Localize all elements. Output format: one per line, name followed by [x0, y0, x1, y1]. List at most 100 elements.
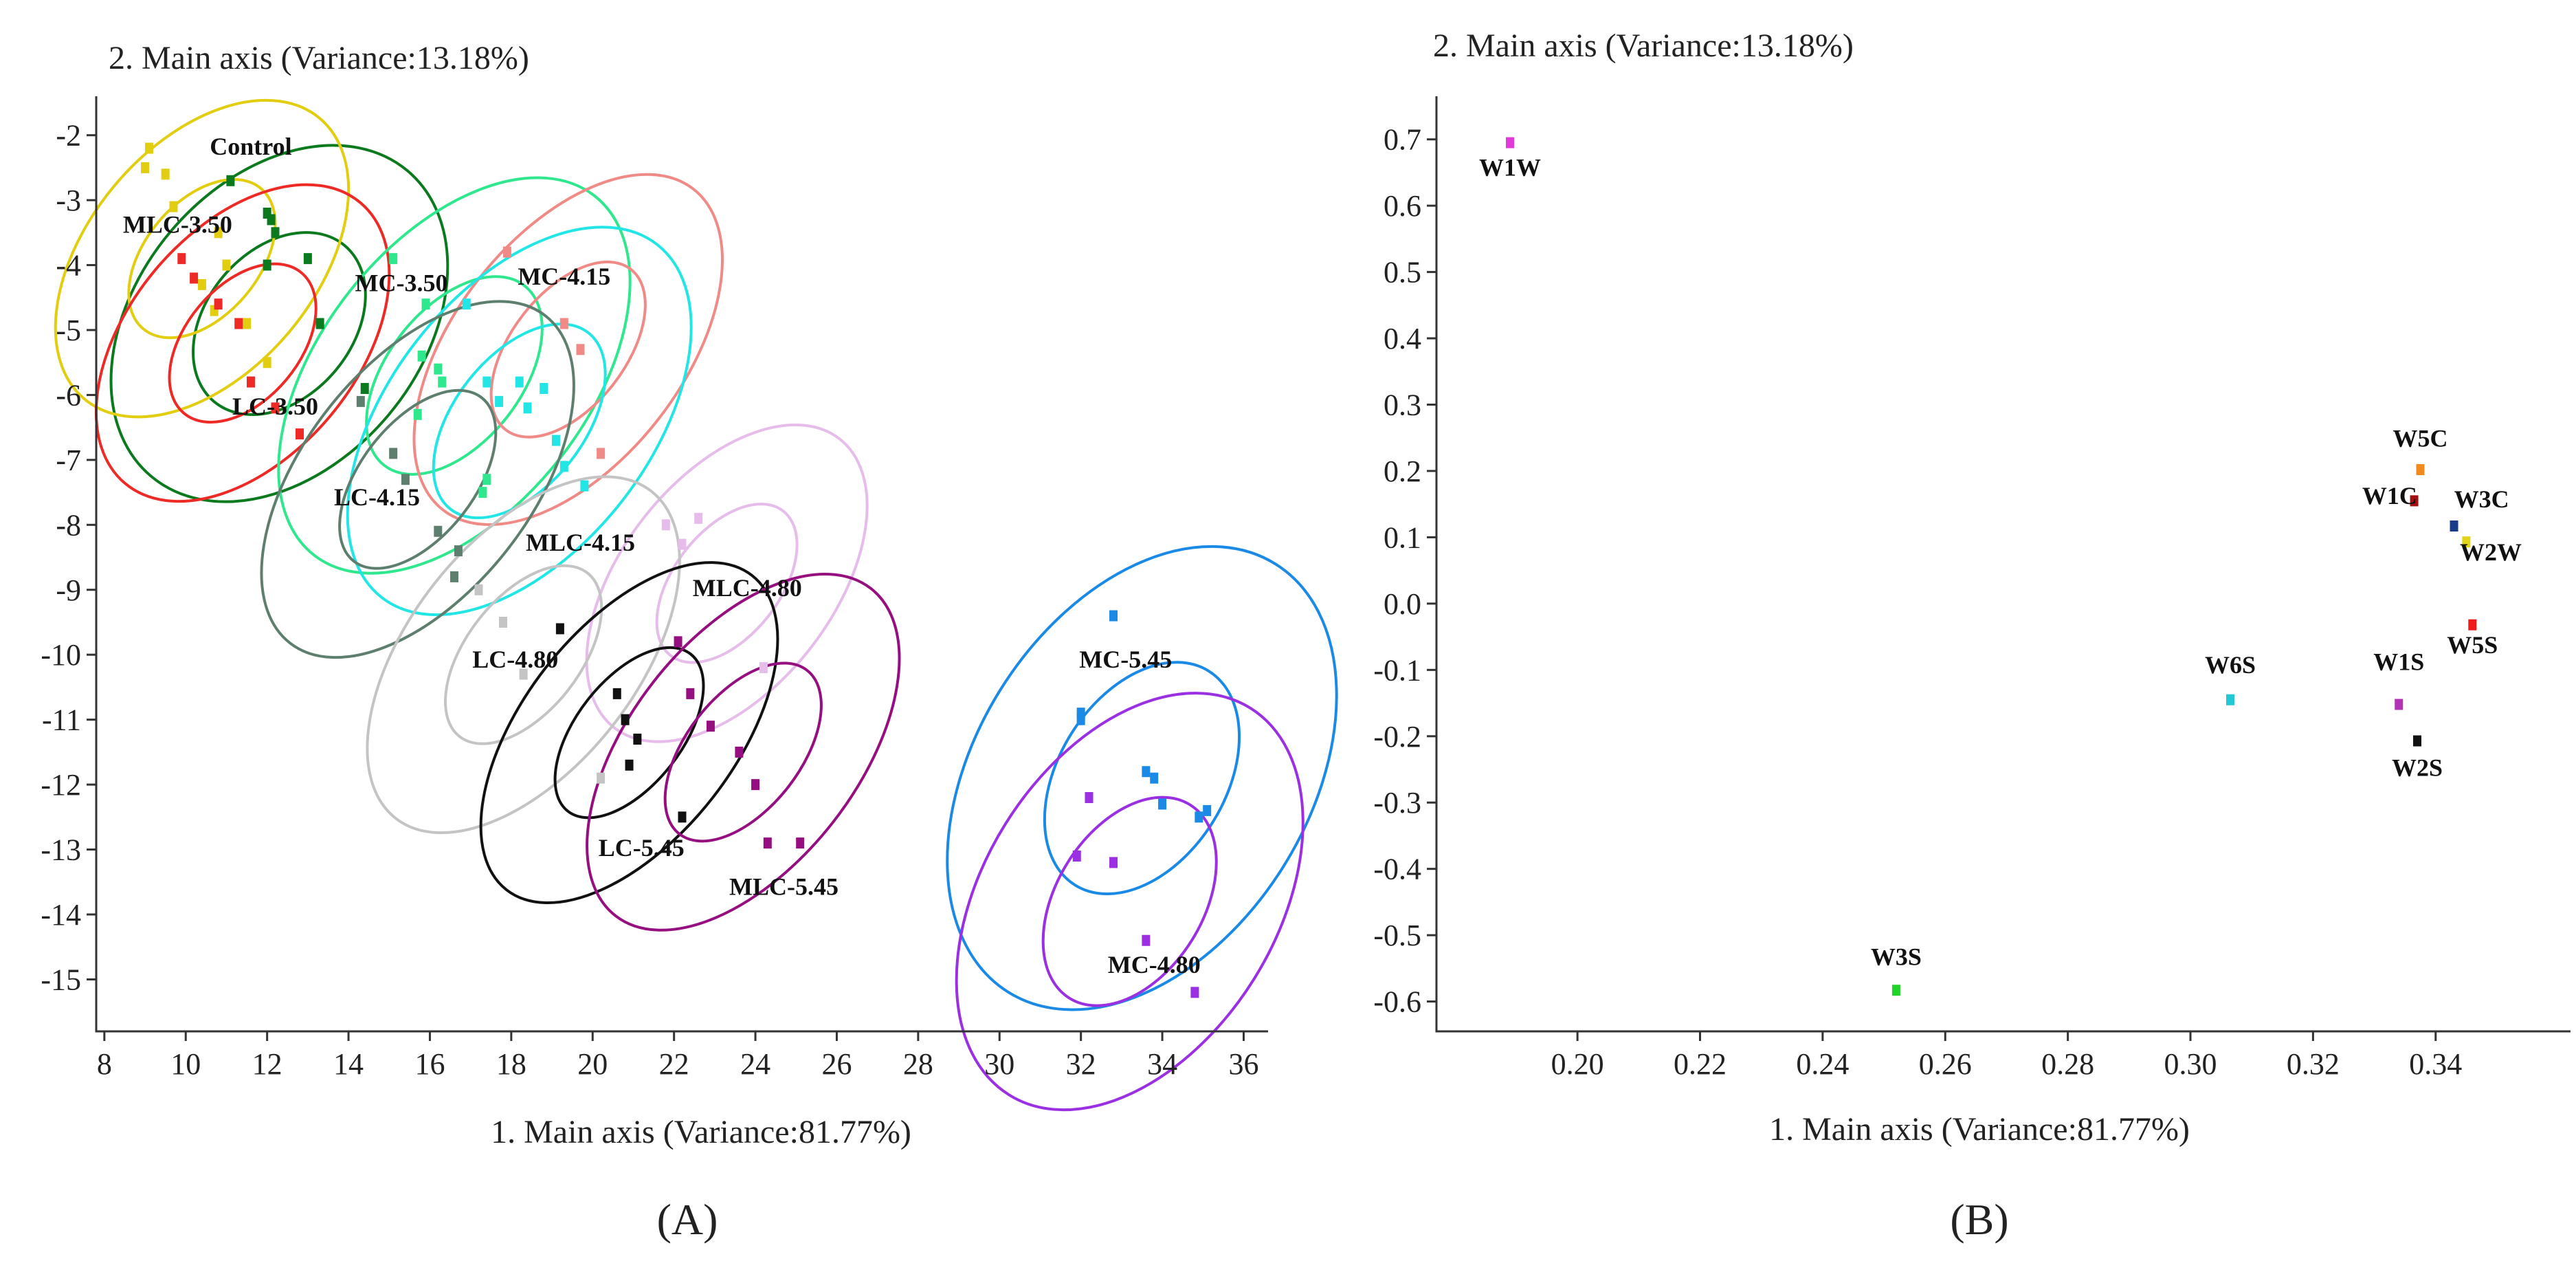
data-point-mlc-3-50-2 — [141, 162, 150, 173]
panel-b-points — [1506, 137, 2477, 996]
x-tick-label: 24 — [740, 1047, 770, 1081]
data-point-mc-4-15-1 — [502, 246, 511, 258]
x-tick-label: 0.34 — [2409, 1047, 2462, 1081]
sensor-point-w2w — [2462, 536, 2471, 548]
sensor-label-w2s: W2S — [2392, 754, 2443, 782]
group-label-mlc-3-50: MLC-3.50 — [123, 210, 232, 238]
confidence-ellipse-inner-mlc-4-80 — [655, 503, 799, 664]
y-tick-label: -0.6 — [1373, 985, 1421, 1019]
confidence-ellipse-inner-lc-4-80 — [444, 564, 603, 745]
y-tick-label: 0.2 — [1384, 454, 1421, 488]
confidence-ellipse-inner-mlc-3-50 — [127, 178, 277, 340]
sensor-label-w1w: W1W — [1479, 154, 1541, 182]
data-point-mlc-5-45-7 — [796, 837, 805, 849]
confidence-ellipse-inner-lc-4-15 — [338, 388, 498, 570]
confidence-ellipse-outer-mlc-5-45 — [586, 573, 901, 932]
panel-a-ellipses — [54, 98, 1338, 1112]
y-tick-label: -7 — [56, 443, 81, 477]
sensor-point-w1c — [2410, 495, 2419, 507]
confidence-ellipse-outer-lc-4-15 — [260, 300, 575, 659]
panel-b-point-labels: W1W W5C W1C W3C W2W W5S W6S W1S W2S W3S — [1479, 154, 2522, 971]
data-point-mlc-5-45-3 — [706, 721, 715, 732]
data-point-lc-4-15-6 — [434, 525, 443, 537]
data-point-mlc-3-50-6 — [222, 259, 231, 271]
data-point-lc-4-15-4 — [454, 545, 463, 557]
data-point-mc-5-45-7 — [1195, 811, 1203, 823]
data-point-mc-5-45-5 — [1150, 772, 1159, 784]
sensor-point-w5s — [2468, 619, 2477, 630]
data-point-mc-3-50-3 — [417, 350, 426, 362]
group-label-lc-4-80: LC-4.80 — [472, 646, 558, 673]
panel-a-x-axis-title: 1. Main axis (Variance:81.77%) — [491, 1114, 911, 1150]
panel-b-y-ticks: 0.7 0.6 0.5 0.4 0.3 0.2 0.1 0.0 -0.1 -0.2 -0.3 -0.4… — [1373, 123, 1436, 1019]
y-tick-label: -5 — [56, 314, 81, 347]
confidence-ellipse-inner-mc-4-15 — [489, 261, 647, 439]
sensor-point-w1w — [1506, 137, 1515, 149]
data-point-lc-4-15-5 — [449, 571, 458, 582]
data-point-mlc-4-15-1 — [462, 298, 471, 310]
y-tick-label: -8 — [56, 508, 81, 542]
x-tick-label: 0.32 — [2287, 1047, 2340, 1081]
data-point-lc-3-50-5 — [246, 376, 255, 388]
group-label-mc-5-45: MC-5.45 — [1079, 646, 1172, 673]
confidence-ellipse-inner-control — [192, 231, 367, 417]
x-tick-label: 36 — [1228, 1047, 1258, 1081]
data-point-mc-4-80-2 — [1072, 851, 1081, 862]
sensor-label-w1s: W1S — [2373, 648, 2424, 675]
group-label-control: Control — [210, 133, 291, 160]
data-point-mc-3-50-7 — [482, 474, 491, 485]
data-point-mlc-4-15-4 — [515, 376, 524, 388]
confidence-ellipse-inner-mlc-5-45 — [663, 661, 823, 843]
y-tick-label: 0.7 — [1384, 123, 1421, 157]
data-point-mc-4-80-3 — [1109, 857, 1118, 868]
data-point-lc-3-50-2 — [190, 272, 199, 284]
x-tick-label: 0.30 — [2164, 1047, 2217, 1081]
panel-a-y-ticks: -2 -3 -4 -5 -6 -7 -8 -9 -10 -11 -12 -13 -14 -15 — [41, 119, 96, 996]
y-tick-label: 0.3 — [1384, 388, 1421, 422]
confidence-ellipse-outer-lc-5-45 — [479, 561, 779, 905]
data-point-mc-5-45-8 — [1203, 804, 1212, 816]
data-point-control-8 — [360, 383, 369, 394]
data-point-control-3 — [267, 214, 276, 226]
data-point-lc-4-80-4 — [597, 772, 606, 784]
data-point-lc-4-15-1 — [356, 395, 365, 407]
data-point-mc-3-50-8 — [478, 487, 487, 498]
x-tick-label: 22 — [659, 1047, 689, 1081]
data-point-mc-4-80-5 — [1190, 987, 1199, 998]
y-tick-label: -0.2 — [1373, 720, 1421, 754]
x-tick-label: 28 — [903, 1047, 933, 1081]
sensor-point-w1s — [2395, 699, 2403, 710]
data-point-mc-5-45-3 — [1076, 708, 1085, 719]
data-point-mlc-4-15-6 — [540, 383, 548, 394]
sensor-point-w5c — [2416, 464, 2425, 476]
y-tick-label: 0.5 — [1384, 256, 1421, 289]
data-point-mc-5-45-6 — [1158, 798, 1167, 810]
y-tick-label: -13 — [41, 833, 81, 867]
data-point-lc-5-45-3 — [621, 714, 630, 725]
sensor-label-w5c: W5C — [2392, 424, 2447, 452]
data-point-lc-5-45-2 — [612, 688, 621, 699]
data-point-lc-5-45-4 — [633, 734, 642, 745]
y-tick-label: -14 — [41, 898, 81, 932]
group-label-lc-3-50: LC-3.50 — [232, 393, 318, 420]
data-point-lc-3-50-6 — [271, 402, 280, 414]
data-point-lc-3-50-1 — [177, 253, 186, 265]
x-tick-label: 26 — [821, 1047, 852, 1081]
y-tick-label: -6 — [56, 378, 81, 412]
x-tick-label: 20 — [577, 1047, 608, 1081]
x-tick-label: 0.28 — [2041, 1047, 2094, 1081]
data-point-mc-4-15-2 — [559, 318, 568, 329]
x-tick-label: 18 — [496, 1047, 526, 1081]
data-point-mlc-5-45-4 — [735, 746, 744, 758]
data-point-mlc-5-45-6 — [763, 837, 772, 849]
panel-a-y-axis-title: 2. Main axis (Variance:13.18%) — [109, 40, 529, 76]
x-tick-label: 30 — [984, 1047, 1014, 1081]
sensor-point-w6s — [2226, 694, 2234, 705]
data-point-mlc-3-50-9 — [243, 318, 252, 329]
panel-a: Control MLC-3.50 LC-3.50 MC-3.50 MC-4.15 MLC-… — [41, 40, 1338, 1244]
data-point-mlc-5-45-1 — [674, 636, 682, 648]
data-point-lc-4-80-3 — [519, 668, 528, 680]
data-point-mlc-4-15-2 — [482, 376, 491, 388]
data-point-control-1 — [226, 175, 235, 186]
